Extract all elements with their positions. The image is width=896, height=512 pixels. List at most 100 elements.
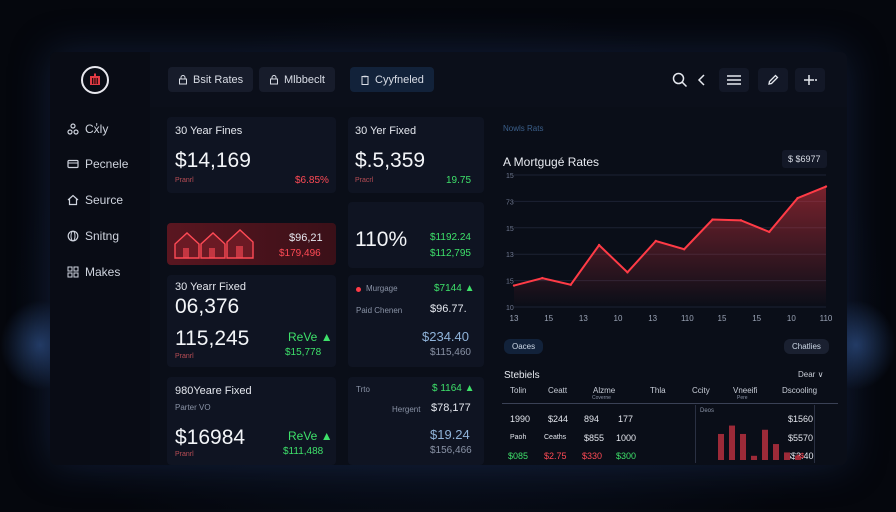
card-change: $6.85% [295, 175, 329, 186]
chart-badge[interactable]: $ $6977 [782, 150, 827, 168]
series-area [514, 186, 826, 307]
rates-chart-panel: Nowls Rats A Mortgugé Rates $ $6977 15 7… [490, 112, 840, 354]
sidebar-item-label: Snitng [85, 229, 120, 243]
card-title: 30 Yearr Fixed [175, 281, 246, 293]
col-header[interactable]: Vneeifi [733, 386, 758, 395]
x-tick-label: 10 [614, 314, 623, 323]
line-chart[interactable]: 15 73 15 13 15 10 13 15 13 10 13 110 15 15 10 110 [490, 167, 840, 332]
card-label-1: Murgage [366, 284, 398, 293]
data-point [682, 248, 686, 251]
card-sub-1: Parter VO [175, 403, 211, 412]
table-cell: 1990 [510, 414, 531, 424]
col-header[interactable]: Alzme [593, 386, 616, 395]
col-header[interactable]: Ccity [692, 386, 710, 395]
data-point [711, 218, 714, 221]
card-badge: ReVe ▲ [288, 429, 333, 443]
clipboard-icon [361, 75, 369, 85]
sidebar-item-label: Cx̓ly [85, 122, 109, 136]
data-point [654, 239, 658, 243]
data-point [597, 243, 601, 247]
home-icon [67, 194, 79, 206]
tab-cyyfneled[interactable]: Cyyfneled [350, 67, 434, 92]
col-subheader: Coverne [592, 395, 611, 401]
card-value: 06,376 [175, 295, 240, 318]
app-logo[interactable] [81, 66, 109, 94]
table-cell: 177 [618, 414, 634, 424]
mini-bar [740, 433, 746, 460]
col-header[interactable]: Tolin [510, 386, 527, 395]
data-point [512, 284, 516, 287]
chart-subtitle: Nowls Rats [503, 124, 544, 133]
oaces-button[interactable]: Oaces [504, 339, 544, 354]
mortgage-card[interactable]: Murgage $7144 ▲ Paid Chenen $96.77. $234… [348, 275, 484, 367]
housing-value-1: $96,21 [289, 232, 323, 244]
rate-card-1[interactable]: 30 Year Fines $14,169 Pranrl $6.85% [167, 117, 336, 193]
sidebar: Cx̓ly Pecnele Seurce Snitng Makes [50, 52, 150, 465]
card-sub: Pranrl [175, 177, 194, 184]
table-title: Stebiels [504, 370, 540, 381]
add-button[interactable] [795, 68, 825, 92]
housing-value-2: $179,496 [279, 248, 321, 259]
card-val-3: $234.40 [422, 329, 469, 344]
card-value: $16984 [175, 426, 246, 449]
tab-bsit-rates[interactable]: Bsit Rates [168, 67, 254, 92]
card-label-2: Paid Chenen [356, 306, 403, 315]
x-tick-label: 110 [681, 314, 694, 323]
card-label-2: Hergent [392, 405, 421, 414]
card-value: $14,169 [175, 149, 251, 172]
card-title: 30 Yer Fixed [355, 125, 417, 137]
tab-mlbbeclt[interactable]: Mlbbeclt [259, 67, 335, 92]
percent-card[interactable]: 110% $1192.24 $112,795 [348, 202, 484, 268]
card-value: 110% [355, 228, 408, 251]
menu-button[interactable] [719, 68, 749, 92]
y-tick-label: 73 [506, 199, 514, 206]
back-button[interactable] [692, 70, 712, 90]
data-point [626, 271, 629, 274]
chart-title: A Mortgugé Rates [503, 155, 600, 169]
col-subheader: Pere [737, 395, 748, 401]
card-title: 30 Year Fines [175, 125, 243, 137]
sidebar-item-2[interactable]: Seurce [67, 193, 123, 207]
chatlies-button[interactable]: Chatlies [784, 339, 829, 354]
menu-icon [727, 75, 741, 85]
rate-card-7[interactable]: 980Yeare Fixed Parter VO $16984 Pranrl R… [167, 377, 336, 465]
sidebar-item-3[interactable]: Snitng [67, 229, 119, 243]
edit-button[interactable] [758, 68, 788, 92]
sidebar-item-4[interactable]: Makes [67, 265, 120, 279]
stats-table-panel: Stebiels Dear ∨ Tolin Ceatt Alzme Thla C… [500, 362, 840, 465]
rate-card-2[interactable]: 30 Yer Fixed $.5,359 Pracrl 19.75 [348, 117, 484, 193]
sidebar-item-1[interactable]: Pecnele [67, 157, 128, 171]
mini-chart-label: Deos [700, 408, 715, 414]
col-header[interactable]: Thla [650, 386, 666, 395]
lock-icon [270, 74, 278, 84]
col-header[interactable]: Ceatt [548, 386, 568, 395]
table-cell: $5570 [788, 433, 814, 443]
table-dropdown[interactable]: Dear ∨ [798, 370, 824, 379]
search-button[interactable] [670, 70, 690, 90]
card-v2: $15,778 [285, 347, 322, 358]
total-card[interactable]: Trto $ 1164 ▲ Hergent $78,177 $19.24 $15… [348, 377, 484, 465]
table-cell: $330 [582, 451, 603, 461]
mini-bar [718, 433, 724, 460]
table-cell: $1560 [788, 414, 814, 424]
card-badge: ReVe ▲ [288, 330, 333, 344]
col-header[interactable]: Dscooling [782, 386, 818, 395]
x-tick-label: 10 [787, 314, 796, 323]
card-sub: Pranrl [175, 353, 194, 360]
card-val-3: $19.24 [430, 427, 470, 442]
rate-card-5[interactable]: 30 Yearr Fixed 06,376 115,245 Pranrl ReV… [167, 275, 336, 367]
table-cell: $855 [584, 433, 605, 443]
plus-icon [804, 75, 817, 85]
lock-icon [179, 74, 187, 84]
card-sub-2: Pranrl [175, 451, 194, 458]
x-tick-label: 13 [579, 314, 588, 323]
housing-card[interactable]: $96,21 $179,496 [167, 223, 336, 265]
table-cell: $2.75 [544, 451, 567, 461]
y-tick-label: 10 [506, 305, 514, 312]
mini-bar [795, 455, 801, 460]
sidebar-item-label: Pecnele [85, 157, 129, 171]
card-icon [67, 159, 79, 169]
table-cell: 1000 [616, 433, 637, 443]
series-line [513, 185, 827, 287]
sidebar-item-0[interactable]: Cx̓ly [67, 122, 108, 136]
